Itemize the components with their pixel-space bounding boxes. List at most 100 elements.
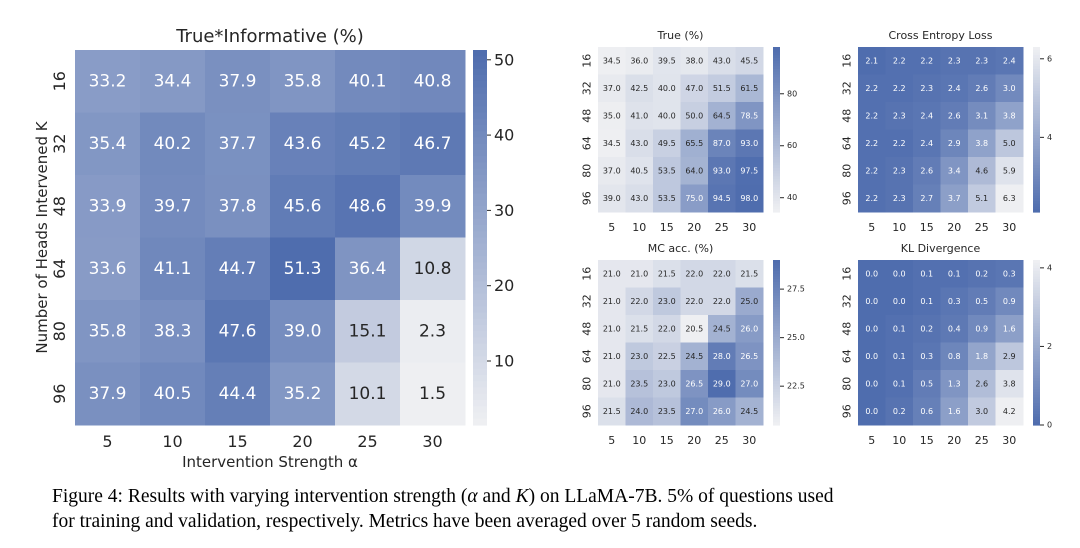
heatmap-cell [995, 129, 1024, 158]
heatmap-cell [913, 74, 941, 103]
colorbar-segment [473, 87, 487, 95]
colorbar-segment [773, 284, 780, 289]
x-tick-label: 15 [660, 221, 674, 234]
colorbar-segment [773, 187, 780, 191]
y-axis-label: Number of Heads Intervened K [33, 120, 51, 353]
heatmap-cell [708, 287, 736, 316]
cell-label: 0.8 [948, 352, 961, 361]
colorbar-segment [773, 102, 780, 106]
colorbar-segment [773, 287, 780, 291]
x-tick-label: 5 [868, 434, 875, 447]
colorbar-segment [1033, 323, 1040, 327]
heatmap-cell [680, 102, 709, 130]
heatmap-cell [885, 184, 914, 213]
colorbar-segment [473, 275, 487, 282]
colorbar-segment [1033, 99, 1040, 103]
colorbar-segment [773, 63, 780, 67]
colorbar-segment [1033, 176, 1040, 180]
heatmap-cell [140, 300, 206, 363]
cell-label: 2.2 [865, 166, 878, 175]
colorbar-segment [1033, 287, 1040, 291]
colorbar-segment [773, 400, 780, 404]
cell-label: 35.8 [284, 71, 322, 91]
heatmap-cell [205, 175, 271, 238]
cell-label: 3.8 [1003, 379, 1016, 388]
colorbar-segment [773, 66, 780, 70]
heatmap-cell [885, 397, 914, 426]
cell-label: 2.7 [920, 194, 933, 203]
colorbar-segment [773, 74, 780, 78]
cell-label: 1.6 [948, 407, 961, 416]
colorbar-segment [773, 317, 780, 322]
cell-label: 0.1 [948, 269, 961, 278]
heatmap-cell [735, 74, 764, 103]
heatmap-cell [913, 397, 941, 426]
y-tick-label: 16 [841, 267, 854, 281]
heatmap-cell [205, 237, 271, 301]
heatmap-cell [735, 184, 764, 213]
colorbar-segment [773, 176, 780, 180]
cell-label: 45.2 [349, 134, 387, 154]
colorbar-segment [1033, 268, 1040, 272]
colorbar-segment [1033, 317, 1040, 322]
cell-label: 1.6 [1003, 324, 1016, 333]
colorbar-segment [1033, 416, 1040, 421]
cell-label: 37.8 [219, 196, 257, 216]
colorbar-segment [473, 393, 487, 401]
colorbar-segment [1033, 181, 1040, 186]
x-tick-label: 5 [608, 434, 615, 447]
cell-label: 10.8 [414, 259, 452, 279]
colorbar-segment [1033, 146, 1040, 150]
x-axis-label: Intervention Strength α [182, 453, 358, 471]
colorbar-segment [773, 295, 780, 300]
colorbar-segment [773, 392, 780, 396]
cell-label: 25.0 [740, 297, 758, 306]
cell-label: 37.0 [603, 84, 621, 93]
colorbar-segment [773, 353, 780, 357]
colorbar-segment [473, 193, 487, 201]
heatmap-cell [913, 260, 941, 288]
colorbar-segment [473, 181, 487, 189]
cell-label: 0.0 [893, 269, 906, 278]
heatmap-cell [995, 397, 1024, 426]
colorbar-segment [473, 81, 487, 89]
heatmap-cell [335, 112, 401, 176]
heatmap-cell [940, 287, 969, 316]
colorbar-segment [473, 356, 487, 364]
x-tick-label: 10 [162, 432, 182, 451]
colorbar-segment [1033, 348, 1040, 352]
cell-label: 4.2 [1003, 407, 1016, 416]
heatmap-cell [400, 362, 466, 426]
heatmap-cell [858, 47, 886, 75]
colorbar-segment [1033, 312, 1040, 316]
chart-title: Cross Entropy Loss [888, 29, 992, 42]
colorbar-tick-label: 20 [494, 276, 514, 295]
colorbar-segment [1033, 129, 1040, 133]
colorbar-segment [473, 75, 487, 82]
x-tick-label: 30 [1002, 434, 1016, 447]
colorbar-segment [473, 312, 487, 320]
colorbar-segment [773, 339, 780, 344]
cell-label: 35.8 [89, 321, 127, 341]
heatmap-cell [625, 129, 654, 158]
heatmap-cell [335, 50, 401, 113]
y-tick-label: 96 [581, 404, 594, 418]
cell-label: 21.0 [603, 379, 621, 388]
heatmap-cell [680, 397, 709, 426]
heatmap-cell [205, 50, 271, 113]
colorbar-segment [1033, 88, 1040, 92]
colorbar-segment [1033, 295, 1040, 300]
cell-label: 40.0 [658, 84, 676, 93]
colorbar-segment [1033, 80, 1040, 84]
colorbar-segment [773, 47, 780, 51]
cell-label: 3.7 [948, 194, 961, 203]
colorbar-segment [473, 400, 487, 407]
heatmap-cell [995, 184, 1024, 213]
heatmap-cell [653, 47, 681, 75]
colorbar-segment [473, 143, 487, 151]
colorbar-segment [1033, 121, 1040, 125]
heatmap-cell [708, 74, 736, 103]
colorbar-segment [1033, 47, 1040, 51]
heatmap-cell [885, 47, 914, 75]
colorbar-segment [773, 378, 780, 382]
